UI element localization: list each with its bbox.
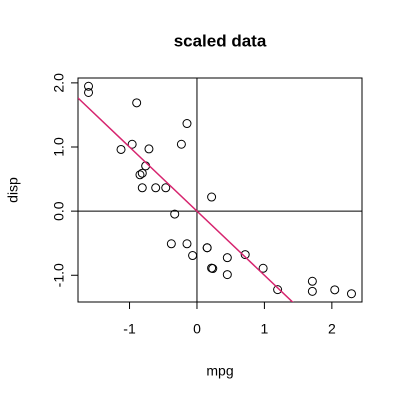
point	[307, 286, 317, 296]
plot-frame	[77, 77, 363, 303]
chart-title: scaled data	[174, 31, 267, 50]
point	[207, 192, 217, 202]
point	[132, 98, 142, 108]
y-tick-label: 2.0	[51, 73, 67, 93]
point	[273, 285, 283, 295]
x-tick-label: 2	[328, 321, 336, 337]
point	[222, 253, 232, 263]
point	[161, 183, 171, 193]
point	[202, 243, 212, 253]
point	[127, 139, 137, 149]
point	[258, 263, 268, 273]
x-tick-label: 1	[261, 321, 269, 337]
point	[84, 81, 94, 91]
point	[330, 285, 340, 295]
x-tick-label: -1	[123, 321, 136, 337]
y-axis-label: disp	[5, 177, 21, 203]
point	[182, 239, 192, 249]
point	[84, 87, 94, 97]
point	[170, 209, 180, 219]
point	[222, 270, 232, 280]
point	[240, 250, 250, 260]
point	[307, 276, 317, 286]
point	[151, 183, 161, 193]
point	[176, 139, 186, 149]
point	[207, 263, 217, 273]
point	[188, 251, 198, 261]
x-axis-label: mpg	[206, 363, 233, 379]
y-tick-label: -1.0	[51, 263, 67, 287]
point	[116, 144, 126, 154]
x-tick-label: 0	[193, 321, 201, 337]
point	[182, 119, 192, 129]
point	[137, 168, 147, 178]
point	[135, 170, 145, 180]
y-tick-label: 1.0	[51, 137, 67, 157]
y-tick-label: 0.0	[51, 201, 67, 221]
point	[346, 289, 356, 299]
point	[144, 144, 154, 154]
point	[137, 183, 147, 193]
point	[166, 239, 176, 249]
plot-area	[78, 78, 362, 302]
fit-line	[78, 97, 294, 302]
